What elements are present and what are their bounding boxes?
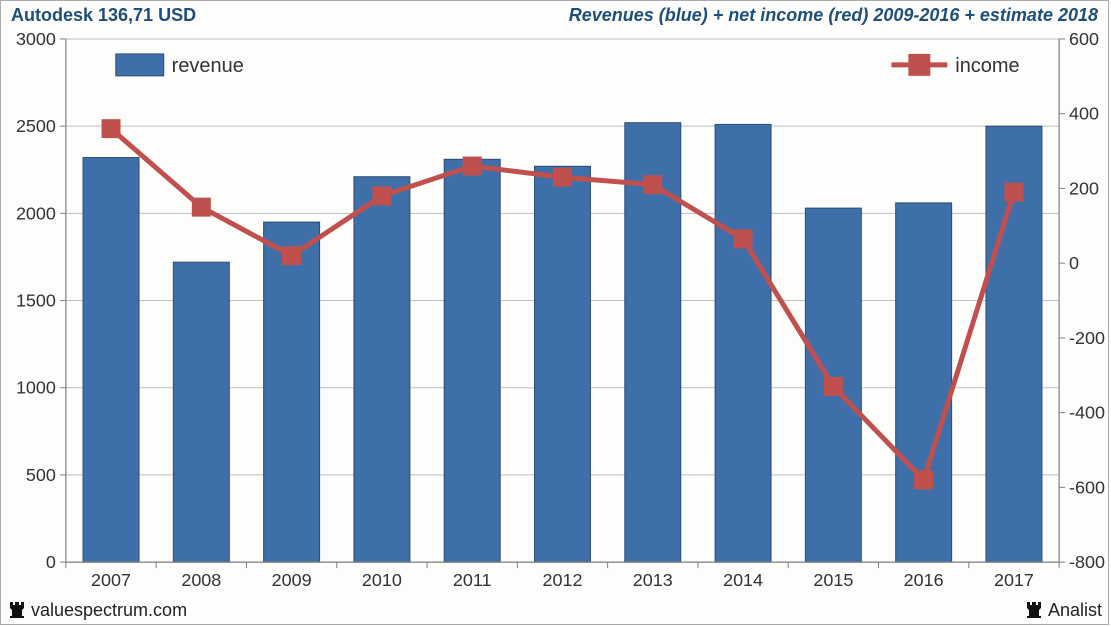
x-tick-label: 2009 [272,570,312,590]
y-left-tick-label: 0 [46,552,56,572]
y-right-tick-label: 600 [1069,29,1099,49]
bar [173,262,229,562]
income-marker [734,230,752,248]
x-tick-label: 2013 [633,570,673,590]
bar [264,222,320,562]
x-tick-label: 2017 [994,570,1034,590]
bar [534,166,590,562]
y-left-tick-label: 2000 [16,203,56,223]
income-marker [915,471,933,489]
y-right-tick-label: -600 [1069,477,1105,497]
plot-area: 2007 2008 2009 2010 2011 2012 2013 2014 2015 2016… [1,29,1108,596]
rook-icon [1024,600,1044,620]
footer-right-text: Analist [1048,600,1102,621]
title-right: Revenues (blue) + net income (red) 2009-… [569,5,1098,26]
y-left-tick-label: 500 [26,465,56,485]
legend-line-marker [908,54,930,76]
y-right-tick-label: 200 [1069,178,1099,198]
y-left-tick-label: 1000 [16,378,56,398]
footer-right-brand: Analist [1024,600,1102,621]
income-marker [102,120,120,138]
income-marker [283,247,301,265]
x-tick-label: 2012 [543,570,583,590]
y-right-tick-label: -200 [1069,328,1105,348]
footer-left-brand: valuespectrum.com [7,600,187,621]
income-marker [463,157,481,175]
income-marker [192,198,210,216]
x-tick-label: 2010 [362,570,402,590]
income-marker [1005,183,1023,201]
x-tick-label: 2007 [91,570,131,590]
y-left-tick-label: 2500 [16,116,56,136]
rook-icon [7,600,27,620]
y-right-tick-label: -400 [1069,403,1105,423]
y-right-tick-label: 0 [1069,253,1079,273]
y-left-tick-label: 3000 [16,29,56,49]
income-marker [824,378,842,396]
y-left-tick-label: 1500 [16,291,56,311]
legend-bar-label: revenue [172,55,244,77]
footer-bar: valuespectrum.com Analist [1,596,1108,624]
x-tick-label: 2015 [813,570,853,590]
x-tick-label: 2014 [723,570,763,590]
chart-frame: Autodesk 136,71 USD Revenues (blue) + ne… [0,0,1109,625]
bar [896,203,952,562]
legend-line-label: income [955,55,1019,77]
footer-left-text: valuespectrum.com [31,600,187,621]
income-marker [644,176,662,194]
bar [444,159,500,562]
x-tick-label: 2008 [181,570,221,590]
x-tick-label: 2016 [904,570,944,590]
legend-bar-swatch [116,54,164,76]
chart-svg: 2007 2008 2009 2010 2011 2012 2013 2014 2015 2016… [1,29,1108,596]
income-marker [373,187,391,205]
x-tick-label: 2011 [453,570,492,590]
title-left: Autodesk 136,71 USD [11,5,196,26]
y-right-tick-label: 400 [1069,104,1099,124]
bar [715,124,771,562]
bar [354,177,410,562]
title-bar: Autodesk 136,71 USD Revenues (blue) + ne… [1,1,1108,29]
y-right-tick-label: -800 [1069,552,1105,572]
bar [83,158,139,563]
income-marker [554,168,572,186]
